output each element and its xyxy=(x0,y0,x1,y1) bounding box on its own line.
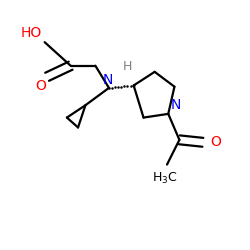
Text: H$_3$C: H$_3$C xyxy=(152,171,177,186)
Text: H: H xyxy=(123,60,132,73)
Text: HO: HO xyxy=(21,26,42,40)
Text: N: N xyxy=(171,98,181,112)
Text: O: O xyxy=(36,79,46,93)
Text: N: N xyxy=(102,73,113,87)
Text: O: O xyxy=(210,135,221,149)
